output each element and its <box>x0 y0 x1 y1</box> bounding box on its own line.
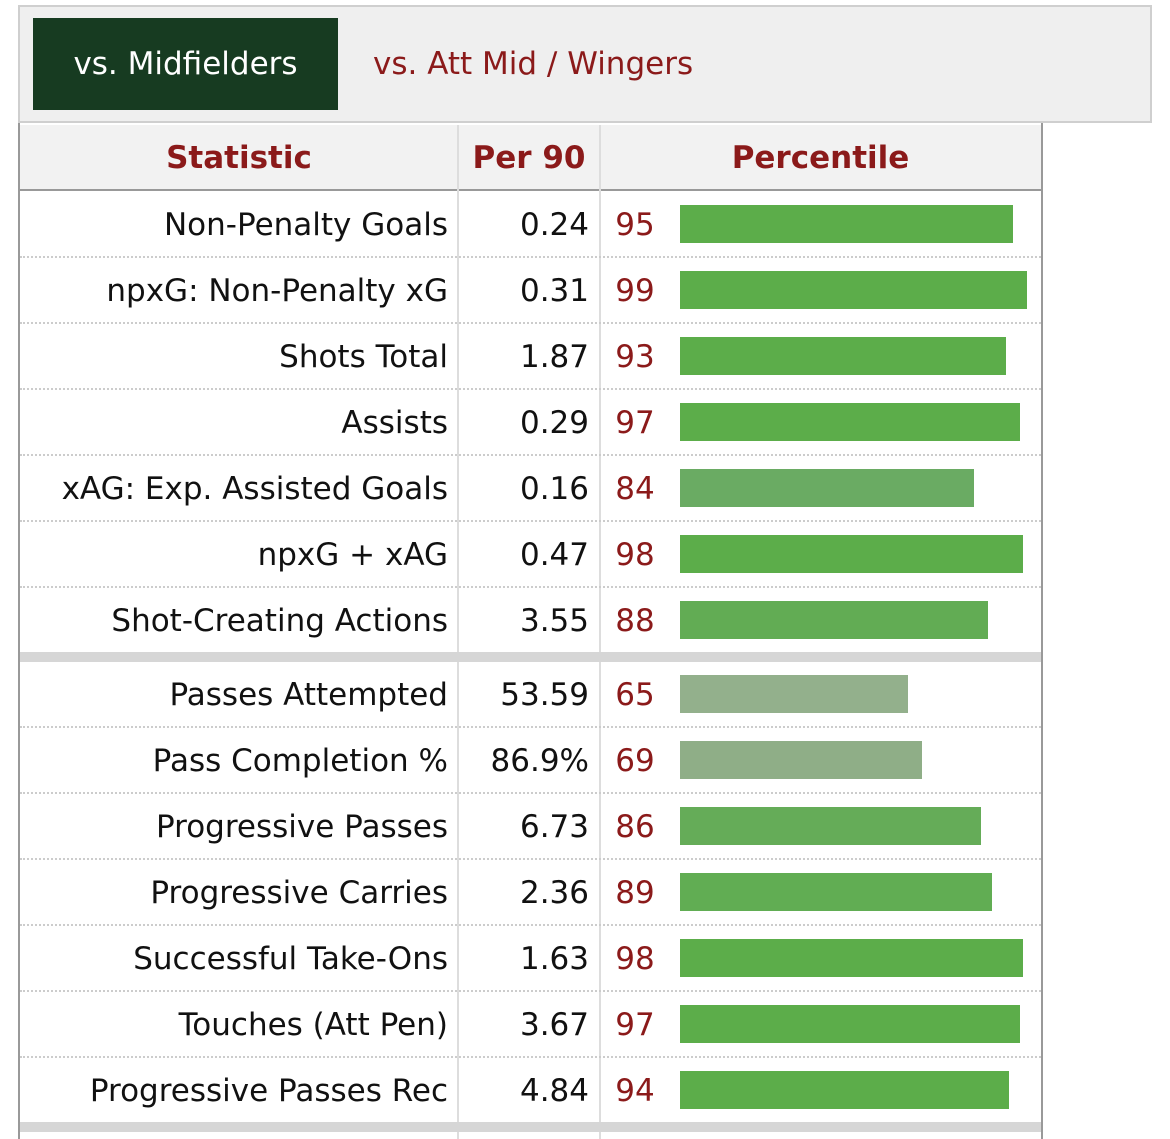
per90: 4.84 <box>519 1073 589 1109</box>
row-separator <box>20 726 1041 728</box>
per90: 0.16 <box>519 471 589 507</box>
row-separator <box>20 858 1041 860</box>
row-separator <box>20 586 1041 588</box>
statistic: Progressive Carries <box>150 875 448 911</box>
column-header: Percentile <box>731 140 910 176</box>
row-separator <box>20 990 1041 992</box>
statistic: Pass Completion % <box>152 743 448 779</box>
percentile: 86 <box>615 809 655 845</box>
percentile: 65 <box>615 677 655 713</box>
percentile: 89 <box>615 875 655 911</box>
statistic: Touches (Att Pen) <box>178 1007 448 1043</box>
row-separator <box>20 924 1041 926</box>
statistic: Progressive Passes Rec <box>89 1073 448 1109</box>
tab-active[interactable]: vs. Midfielders <box>33 18 338 110</box>
per90: 0.29 <box>519 405 589 441</box>
column-header: Per 90 <box>472 140 586 176</box>
percentile: 88 <box>615 603 655 639</box>
percentile-bar <box>680 1005 1020 1043</box>
per90: 1.87 <box>519 339 589 375</box>
per90: 6.73 <box>519 809 589 845</box>
per90: 0.47 <box>519 537 589 573</box>
percentile-bar <box>680 535 1023 573</box>
percentile-bar <box>680 271 1027 309</box>
column-header: Statistic <box>166 140 312 176</box>
statistic: Progressive Passes <box>155 809 448 845</box>
percentile-bar <box>680 675 908 713</box>
percentile-bar <box>680 469 974 507</box>
percentile: 69 <box>615 743 655 779</box>
row-separator <box>20 454 1041 456</box>
statistic: Passes Attempted <box>169 677 448 713</box>
per90: 3.67 <box>519 1007 589 1043</box>
statistic: Shot-Creating Actions <box>111 603 448 639</box>
per90: 0.31 <box>519 273 589 309</box>
percentile: 84 <box>615 471 655 507</box>
divider <box>599 125 601 1139</box>
statistic: Assists <box>341 405 448 441</box>
per90: 53.59 <box>500 677 589 713</box>
per90: 86.9% <box>490 743 589 779</box>
percentile-bar <box>680 741 922 779</box>
group-separator <box>20 652 1041 662</box>
row-separator <box>20 388 1041 390</box>
row-separator <box>20 520 1041 522</box>
row-separator <box>20 256 1041 258</box>
percentile: 95 <box>615 207 655 243</box>
per90: 1.63 <box>519 941 589 977</box>
percentile: 97 <box>615 405 655 441</box>
percentile-bar <box>680 403 1020 441</box>
percentile: 98 <box>615 941 655 977</box>
row-separator <box>20 1056 1041 1058</box>
percentile-bar <box>680 601 988 639</box>
group-separator <box>20 1122 1041 1132</box>
percentile: 93 <box>615 339 655 375</box>
percentile: 99 <box>615 273 655 309</box>
per90: 3.55 <box>519 603 589 639</box>
table-frame <box>18 123 1043 1139</box>
statistic: npxG: Non-Penalty xG <box>106 273 448 309</box>
row-separator <box>20 322 1041 324</box>
percentile-bar <box>680 939 1023 977</box>
per90: 0.24 <box>519 207 589 243</box>
statistic: xAG: Exp. Assisted Goals <box>61 471 448 507</box>
header-row <box>20 125 1041 191</box>
percentile-bar <box>680 205 1013 243</box>
divider <box>457 125 459 1139</box>
percentile: 97 <box>615 1007 655 1043</box>
tab[interactable]: vs. Att Mid / Wingers <box>373 46 694 82</box>
per90: 2.36 <box>519 875 589 911</box>
percentile: 98 <box>615 537 655 573</box>
statistic: Successful Take-Ons <box>133 941 448 977</box>
statistic: npxG + xAG <box>257 537 448 573</box>
row-separator <box>20 792 1041 794</box>
statistic: Shots Total <box>279 339 448 375</box>
statistic: Non-Penalty Goals <box>163 207 448 243</box>
percentile: 94 <box>615 1073 655 1109</box>
percentile-bar <box>680 337 1006 375</box>
percentile-bar <box>680 873 992 911</box>
percentile-bar <box>680 1071 1009 1109</box>
percentile-bar <box>680 807 981 845</box>
